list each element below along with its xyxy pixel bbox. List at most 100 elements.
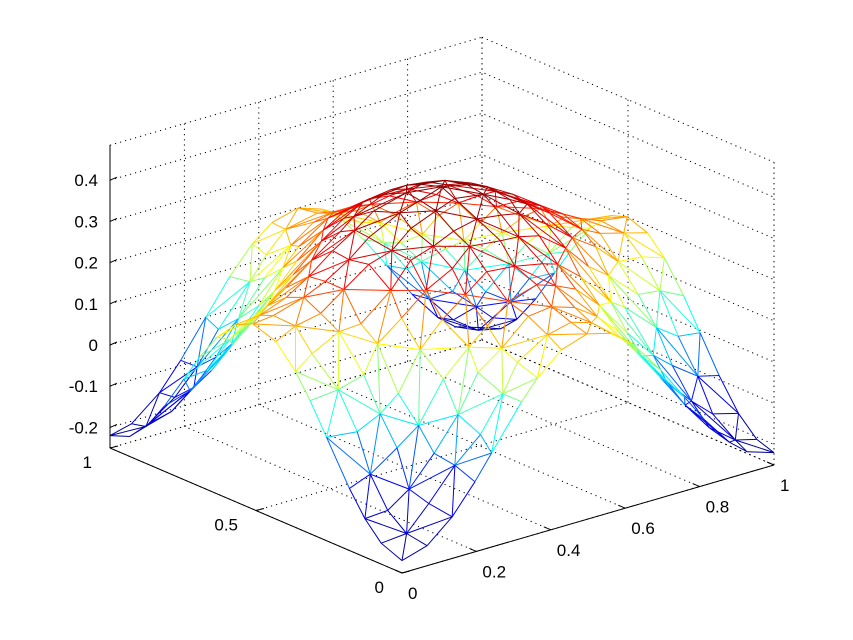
mesh-edge (545, 223, 567, 249)
mesh-edge (501, 347, 518, 363)
mesh-edge (550, 225, 572, 228)
mesh-edge (588, 266, 612, 303)
mesh-edge (408, 488, 430, 504)
mesh-edge (738, 413, 758, 440)
mesh-edge (607, 261, 619, 276)
mesh-edge (663, 257, 684, 296)
mesh-edge (338, 323, 362, 333)
mesh-edge (368, 236, 393, 252)
mesh-edge (159, 360, 182, 393)
mesh-edge (487, 301, 509, 327)
mesh-edge (354, 212, 400, 231)
mesh-edge (311, 229, 356, 261)
mesh-edge (390, 260, 412, 291)
mesh-edge (323, 217, 345, 231)
mesh-edge (326, 389, 339, 438)
mesh-edge (684, 400, 692, 406)
x-tick-label: 0.2 (482, 562, 506, 581)
mesh-edge (465, 271, 487, 296)
x-tick-label: 0 (408, 584, 417, 603)
mesh-edge (454, 464, 476, 483)
mesh-edge (623, 216, 628, 234)
mesh-edge (441, 186, 484, 195)
mesh-edge (588, 266, 609, 276)
mesh-edge (297, 207, 318, 214)
mesh-edge (677, 336, 699, 377)
mesh-edge (501, 301, 509, 349)
mesh-edge (396, 425, 419, 449)
mesh-edge (453, 319, 479, 331)
mesh-edge (348, 230, 356, 260)
mesh-edge (517, 361, 538, 379)
mesh-edge (697, 376, 714, 415)
mesh-edge (252, 314, 261, 325)
mesh-edge (174, 386, 195, 398)
mesh-edge (580, 218, 601, 234)
mesh-edge (180, 317, 207, 361)
mesh-edge (303, 280, 326, 298)
tick-labels: -0.2 -0.1 0 0.1 0.2 0.3 0.4 0 0.5 1 0 0.2 0.4 0.6 0.8 1 (69, 171, 790, 603)
mesh-edge (397, 349, 421, 394)
mesh-edge (454, 414, 459, 466)
mesh-edge (428, 503, 453, 518)
mesh-edge (343, 201, 363, 213)
mesh-edge (712, 412, 739, 415)
mesh-edge (381, 533, 407, 544)
mesh-edge (238, 305, 260, 320)
mesh-edge (536, 284, 556, 287)
mesh-edge (697, 332, 701, 377)
mesh-edge (463, 232, 503, 242)
mesh-edge (311, 331, 340, 355)
mesh-edge (377, 343, 421, 351)
mesh-edge (571, 237, 609, 276)
mesh-edge (410, 227, 434, 247)
mesh-edge (267, 276, 309, 307)
mesh-edge (364, 474, 371, 519)
mesh-edge (148, 390, 191, 425)
mesh-edge (476, 218, 519, 238)
mesh-edge (159, 366, 198, 394)
mesh-edge (400, 233, 423, 244)
mesh-edge (274, 274, 294, 292)
mesh-edge (217, 336, 230, 341)
mesh-edge (183, 356, 201, 380)
mesh-edge (265, 228, 286, 256)
mesh-edge (581, 228, 619, 262)
mesh-edge (273, 315, 296, 327)
mesh-edge (691, 400, 713, 415)
mesh-edge (570, 321, 588, 335)
mesh-edge (591, 322, 611, 334)
mesh-edge (454, 193, 484, 199)
y-tick (255, 508, 265, 511)
mesh-edge (419, 290, 427, 350)
mesh-edge (637, 294, 657, 328)
mesh-edge (320, 230, 324, 242)
mesh-edge (338, 389, 381, 415)
mesh-edge (295, 371, 339, 391)
mesh-edge (734, 413, 739, 441)
mesh-edge (437, 317, 479, 331)
mesh-edge (373, 192, 407, 212)
mesh-edge (377, 343, 381, 414)
mesh-edge (596, 316, 621, 338)
mesh-edge (303, 276, 310, 298)
mesh-edge (655, 290, 661, 328)
mesh-edge (338, 374, 364, 391)
mesh-edge (464, 294, 470, 348)
mesh-edge (690, 376, 699, 402)
mesh-edge (672, 365, 698, 377)
mesh-edge (380, 542, 403, 561)
x-tick (543, 526, 551, 531)
mesh-edge (343, 264, 370, 290)
mesh-edge (502, 377, 538, 395)
mesh-edge (309, 389, 339, 402)
mesh-edge (641, 256, 665, 259)
mesh-edge (363, 239, 385, 244)
mesh-edge (338, 331, 365, 376)
mesh-edge (408, 425, 420, 490)
mesh-edge (646, 232, 665, 259)
mesh-edge (599, 301, 612, 306)
mesh-edge (499, 240, 516, 267)
mesh-edge (295, 353, 313, 372)
mesh-edge (542, 263, 557, 287)
